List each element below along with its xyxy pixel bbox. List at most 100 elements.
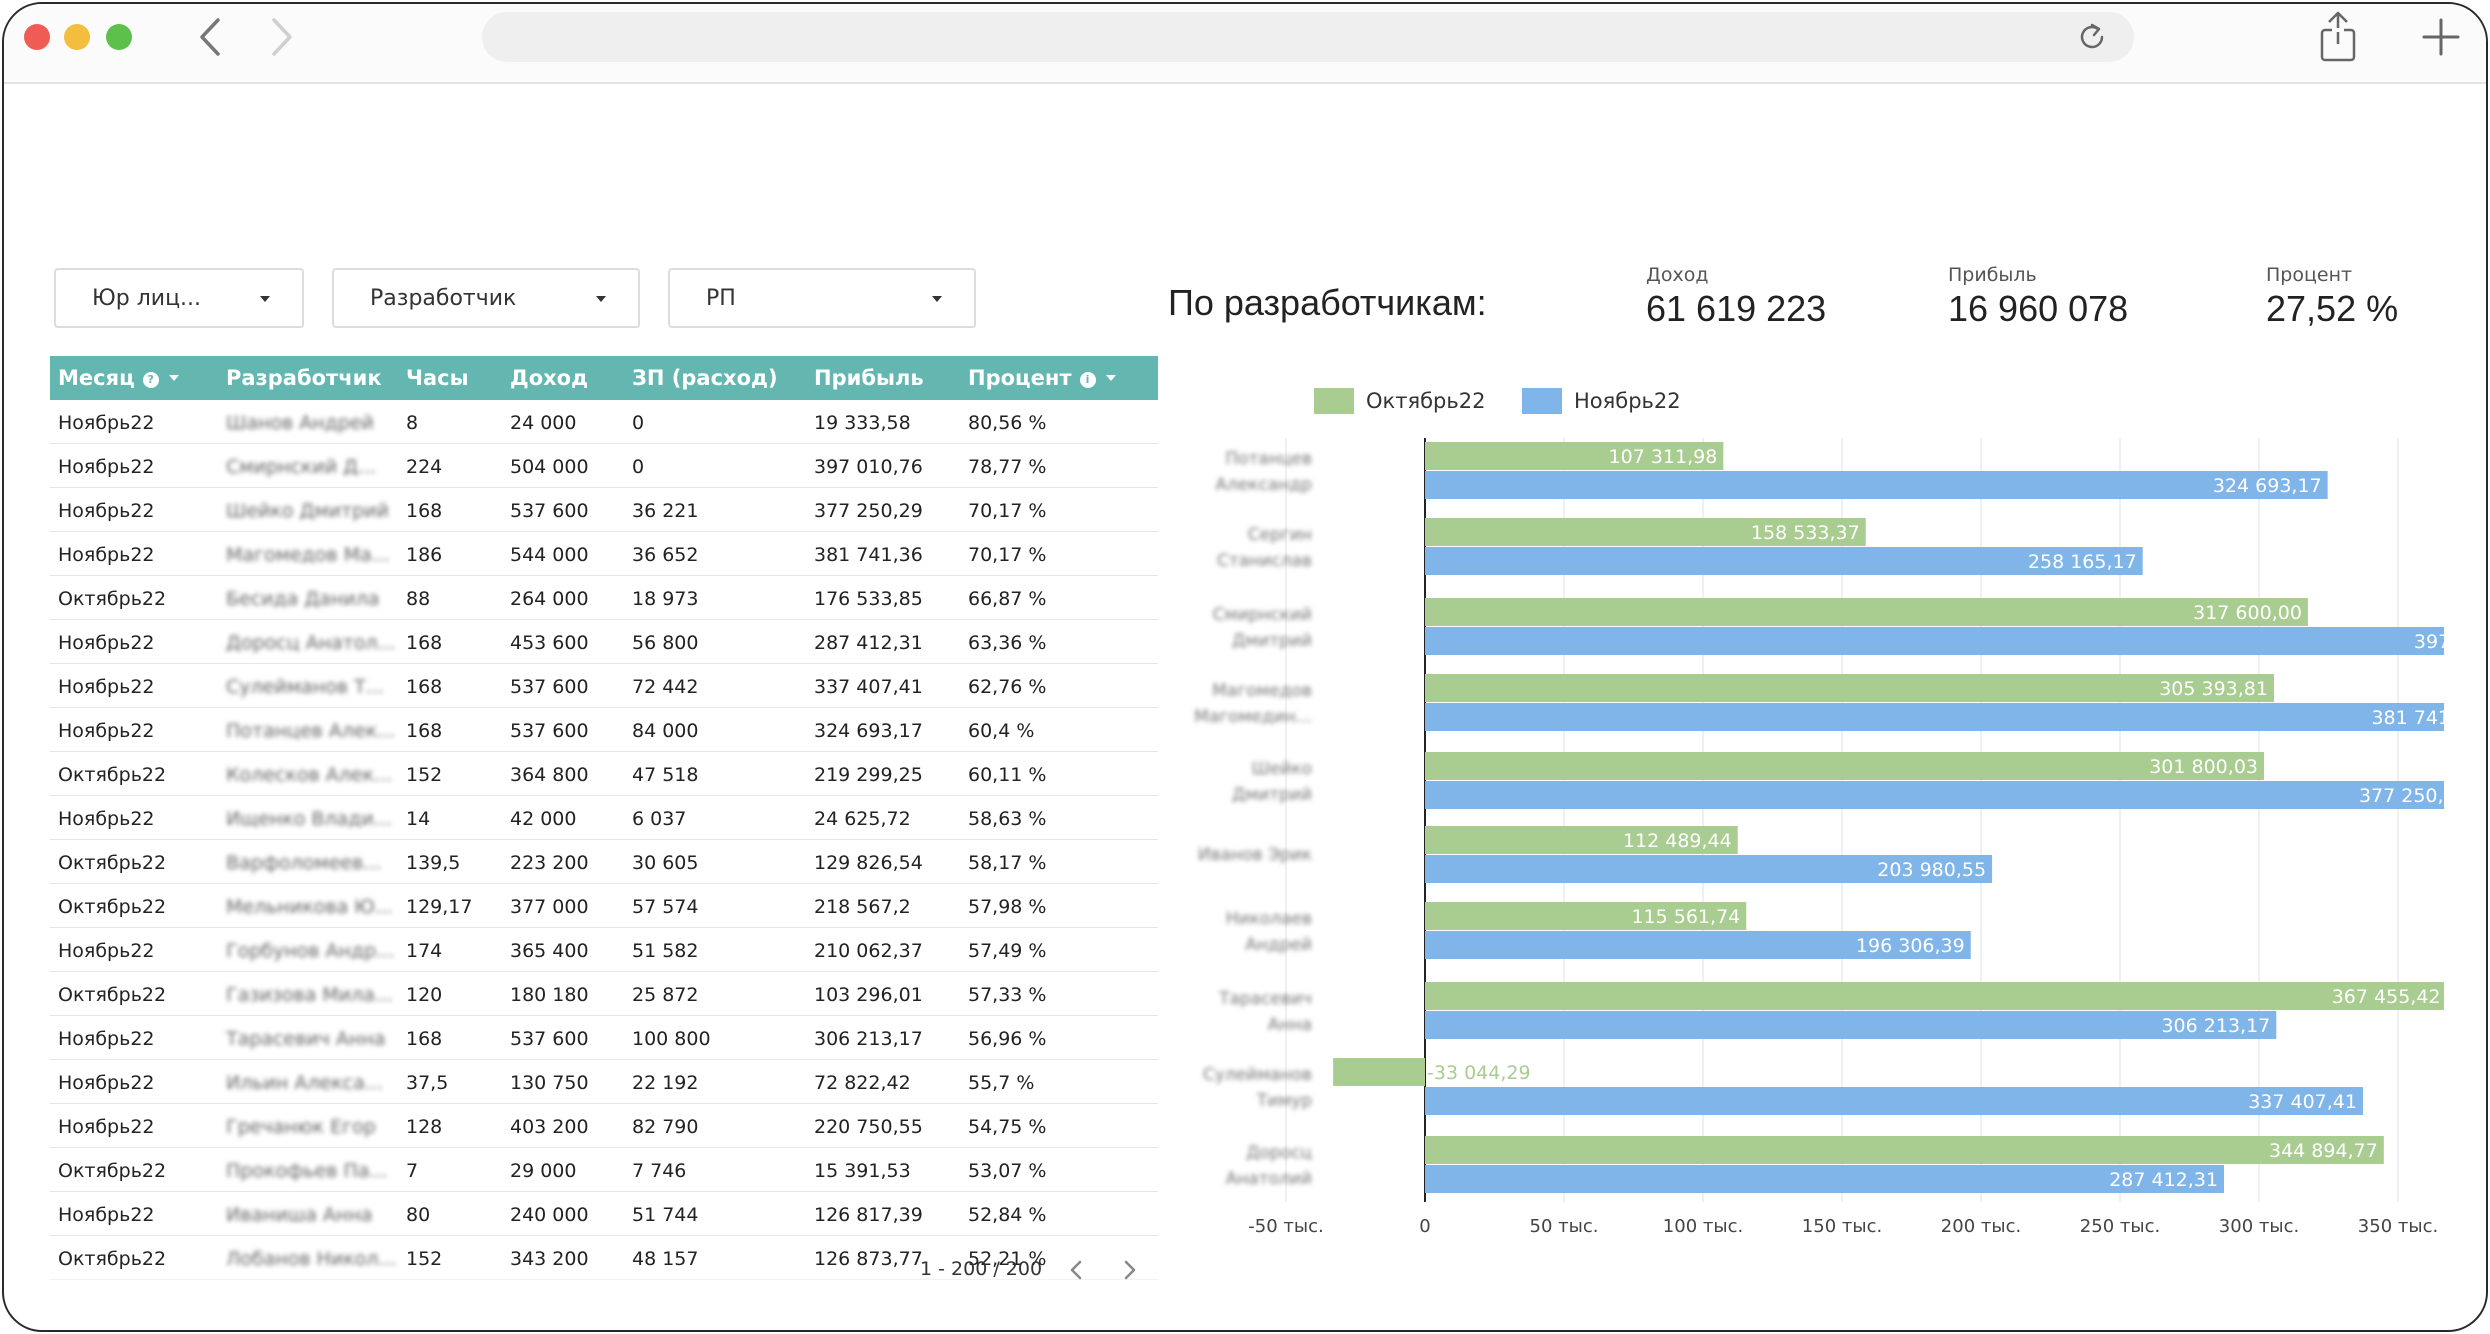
table-row[interactable]: Ноябрь22 Тарасевич Анна 168 537 600 100 800 3… (50, 1016, 1158, 1060)
table-cell: 47 518 (632, 764, 699, 786)
table-row[interactable]: Октябрь22 Варфоломеев... 139,5 223 200 30 60… (50, 840, 1158, 884)
sort-icon[interactable] (168, 375, 179, 381)
column-header-hours[interactable]: Часы (406, 366, 469, 390)
bar-october[interactable] (1425, 442, 1724, 470)
bar-value-label: 305 393,81 (2159, 678, 2268, 700)
bar-october[interactable] (1425, 598, 2308, 626)
category-label-line: Магомедин... (1194, 707, 1312, 727)
table-cell: 364 800 (510, 764, 589, 786)
table-cell: Ищенко Влади... (226, 808, 392, 830)
bar-value-label: 301 800,03 (2149, 756, 2258, 778)
legend-item-october[interactable]: Октябрь22 (1314, 388, 1485, 414)
table-row[interactable]: Октябрь22 Газизова Мила... 120 180 180 25 87… (50, 972, 1158, 1016)
previous-page-icon[interactable] (1062, 1254, 1090, 1286)
maximize-window-button[interactable] (106, 24, 132, 50)
table-row[interactable]: Ноябрь22 Ищенко Влади... 14 42 000 6 037 24 6… (50, 796, 1158, 840)
table-cell: 15 391,53 (814, 1160, 911, 1182)
bar-november[interactable] (1425, 931, 1971, 959)
project-manager-filter[interactable]: РП (668, 268, 976, 328)
caret-down-icon (932, 296, 942, 302)
bar-value-label: -33 044,29 (1427, 1062, 1531, 1084)
share-icon[interactable] (2316, 10, 2360, 64)
income-kpi-value: 61 619 223 (1646, 288, 1827, 329)
column-header-income[interactable]: Доход (510, 366, 589, 390)
table-row[interactable]: Ноябрь22 Доросц Анатол... 168 453 600 56 800… (50, 620, 1158, 664)
table-row[interactable]: Октябрь22 Прокофьев Па... 7 29 000 7 746 15 3… (50, 1148, 1158, 1192)
table-cell: Ноябрь22 (58, 1204, 155, 1226)
developer-filter[interactable]: Разработчик (332, 268, 640, 328)
bar-october[interactable] (1425, 826, 1738, 854)
bar-october[interactable] (1425, 902, 1747, 930)
table-row[interactable]: Октябрь22 Бесида Данила 88 264 000 18 973 176… (50, 576, 1158, 620)
table-row[interactable]: Октябрь22 Мельникова Ю... 129,17 377 000 57 … (50, 884, 1158, 928)
sort-icon[interactable] (1105, 375, 1116, 381)
next-page-icon[interactable] (1116, 1254, 1144, 1286)
table-cell: Лобанов Никол... (226, 1248, 396, 1270)
legend-item-november[interactable]: Ноябрь22 (1522, 388, 1681, 414)
address-bar[interactable] (482, 12, 2134, 62)
bar-november[interactable] (1425, 1165, 2225, 1193)
reload-icon[interactable] (2074, 19, 2110, 55)
bar-november[interactable] (1425, 627, 2444, 655)
x-tick-label: 150 тыс. (1802, 1216, 1882, 1237)
legal-entity-filter[interactable]: Юр лиц... (54, 268, 304, 328)
info-icon[interactable]: i (1079, 372, 1096, 388)
bar-november[interactable] (1425, 1011, 2277, 1039)
table-cell: Шейко Дмитрий (226, 500, 389, 522)
table-cell: Октябрь22 (58, 852, 167, 874)
x-tick-label: 100 тыс. (1663, 1216, 1743, 1237)
table-cell: 365 400 (510, 940, 589, 962)
forward-icon[interactable] (262, 16, 302, 58)
bar-november[interactable] (1425, 1087, 2363, 1115)
filter-label: Разработчик (370, 285, 517, 311)
column-header-month[interactable]: Месяц? (58, 366, 179, 390)
bar-november[interactable] (1425, 547, 2143, 575)
table-row[interactable]: Ноябрь22 Потанцев Алек... 168 537 600 84 000… (50, 708, 1158, 752)
table-row[interactable]: Ноябрь22 Магомедов Ма... 186 544 000 36 652 3… (50, 532, 1158, 576)
minimize-window-button[interactable] (64, 24, 90, 50)
table-row[interactable]: Ноябрь22 Шейко Дмитрий 168 537 600 36 221 377… (50, 488, 1158, 532)
column-header-salary[interactable]: ЗП (расход) (632, 366, 778, 390)
bar-november[interactable] (1425, 471, 2328, 499)
bar-october[interactable] (1425, 674, 2274, 702)
bar-october[interactable] (1425, 982, 2444, 1010)
column-header-profit[interactable]: Прибыль (814, 366, 924, 390)
table-cell: 57,49 % (968, 940, 1047, 962)
back-icon[interactable] (190, 16, 230, 58)
table-row[interactable]: Ноябрь22 Шанов Андрей 8 24 000 0 19 333,58 80,… (50, 400, 1158, 444)
table-cell: 58,63 % (968, 808, 1047, 830)
plus-icon[interactable] (2420, 16, 2462, 58)
bar-october[interactable] (1425, 752, 2265, 780)
table-cell: 22 192 (632, 1072, 699, 1094)
x-tick-label: 300 тыс. (2219, 1216, 2299, 1237)
bar-value-label: 196 306,39 (1856, 935, 1965, 957)
bar-november[interactable] (1425, 703, 2444, 731)
table-row[interactable]: Ноябрь22 Смирнский Д... 224 504 000 0 397 010… (50, 444, 1158, 488)
category-label: Доросц Анатолий (1226, 1143, 1312, 1189)
table-cell: Доросц Анатол... (226, 632, 396, 654)
table-row[interactable]: Ноябрь22 Иваниша Анна 80 240 000 51 744 126 8… (50, 1192, 1158, 1236)
bar-october[interactable] (1425, 1136, 2384, 1164)
bar-november[interactable] (1425, 855, 1993, 883)
bar-november[interactable] (1425, 781, 2444, 809)
table-cell: 84 000 (632, 720, 699, 742)
filter-label: Юр лиц... (92, 285, 202, 311)
table-row[interactable]: Ноябрь22 Сулейманов Т... 168 537 600 72 442 3… (50, 664, 1158, 708)
table-row[interactable]: Ноябрь22 Горбунов Андр... 174 365 400 51 582… (50, 928, 1158, 972)
category-label-line: Тарасевич (1218, 989, 1312, 1009)
help-icon[interactable]: ? (142, 372, 159, 388)
table-row[interactable]: Ноябрь22 Ильин Алекса... 37,5 130 750 22 192… (50, 1060, 1158, 1104)
close-window-button[interactable] (24, 24, 50, 50)
bar-value-label: 344 894,77 (2269, 1140, 2378, 1162)
table-row[interactable]: Ноябрь22 Гречанюк Егор 128 403 200 82 790 220… (50, 1104, 1158, 1148)
column-header-developer[interactable]: Разработчик (226, 366, 382, 390)
table-cell: 63,36 % (968, 632, 1047, 654)
table-cell: 168 (406, 720, 443, 742)
table-row[interactable]: Октябрь22 Колесков Алек... 152 364 800 47 51… (50, 752, 1158, 796)
bar-october[interactable] (1425, 518, 1866, 546)
table-cell: 218 567,2 (814, 896, 911, 918)
income-kpi-label: Доход (1646, 264, 1709, 286)
bar-october[interactable] (1333, 1058, 1425, 1086)
table-cell: 186 (406, 544, 443, 566)
column-header-percent[interactable]: Процент i (968, 366, 1116, 390)
